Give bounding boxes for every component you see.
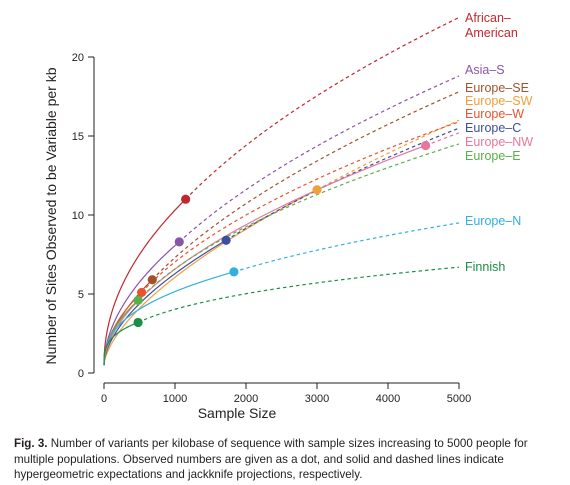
observed-point	[229, 267, 239, 277]
series-label: Europe–C	[465, 121, 521, 135]
hypergeometric-curve	[103, 189, 318, 366]
jackknife-projection	[137, 143, 460, 301]
series-label: Europe–NW	[465, 135, 533, 149]
y-tick-label: 0	[78, 368, 84, 380]
jackknife-projection	[178, 75, 460, 243]
hypergeometric-curve	[103, 241, 180, 366]
hypergeometric-curve	[103, 144, 426, 366]
x-axis-label: Sample Size	[198, 405, 277, 421]
observed-point	[312, 185, 322, 195]
figure-caption: Fig. 3. Number of variants per kilobase …	[14, 436, 562, 483]
y-axis-label: Number of Sites Observed to be Variable …	[43, 67, 59, 364]
hypergeometric-curve	[103, 198, 187, 366]
x-tick-label: 0	[101, 393, 107, 405]
y-tick-label: 15	[72, 131, 84, 143]
series-label: Europe–E	[465, 149, 521, 163]
observed-point	[137, 287, 147, 298]
observed-point	[421, 140, 431, 151]
axes: 0 5 10 15 20 0 1000 2000 3000 4000 5000	[72, 52, 471, 405]
series-label: Asia–S	[465, 63, 505, 77]
series-label: Finnish	[465, 260, 505, 274]
chart: 0 5 10 15 20 0 1000 2000 3000 4000 5000 African– Am…	[43, 11, 533, 421]
x-tick-label: 3000	[305, 393, 329, 405]
observed-point	[133, 295, 143, 305]
hypergeometric-curve	[103, 271, 235, 366]
x-tick-label: 4000	[376, 393, 400, 405]
hypergeometric-curve	[103, 239, 227, 366]
y-tick-label: 20	[72, 52, 84, 64]
x-tick-label: 5000	[447, 393, 471, 405]
jackknife-projection	[185, 16, 460, 200]
x-tick-label: 1000	[163, 393, 187, 405]
series-label: Europe–W	[465, 107, 524, 121]
caption-text: Number of variants per kilobase of seque…	[14, 437, 528, 481]
series-label: African– American	[465, 11, 518, 40]
observed-point	[174, 237, 184, 247]
series-label: Europe–N	[465, 214, 521, 228]
observed-point	[221, 235, 231, 245]
curves	[103, 16, 460, 366]
series-label: Europe–SE	[465, 81, 529, 95]
jackknife-projection	[137, 266, 460, 323]
jackknife-projection	[233, 222, 460, 273]
observed-points	[133, 140, 431, 328]
observed-point	[133, 317, 143, 328]
observed-point	[147, 275, 157, 285]
series-label: Europe–SW	[465, 94, 533, 108]
observed-point	[181, 194, 191, 204]
jackknife-projection	[151, 91, 460, 281]
series-labels: African– American Asia–S Europe–SEEurope–SW…	[465, 11, 533, 274]
jackknife-projection	[316, 119, 460, 191]
hypergeometric-curve	[103, 321, 139, 366]
y-tick-label: 10	[72, 210, 84, 222]
x-tick-label: 2000	[234, 393, 258, 405]
caption-lead: Fig. 3.	[14, 437, 48, 450]
jackknife-projection	[141, 121, 460, 293]
y-tick-label: 5	[78, 289, 84, 301]
